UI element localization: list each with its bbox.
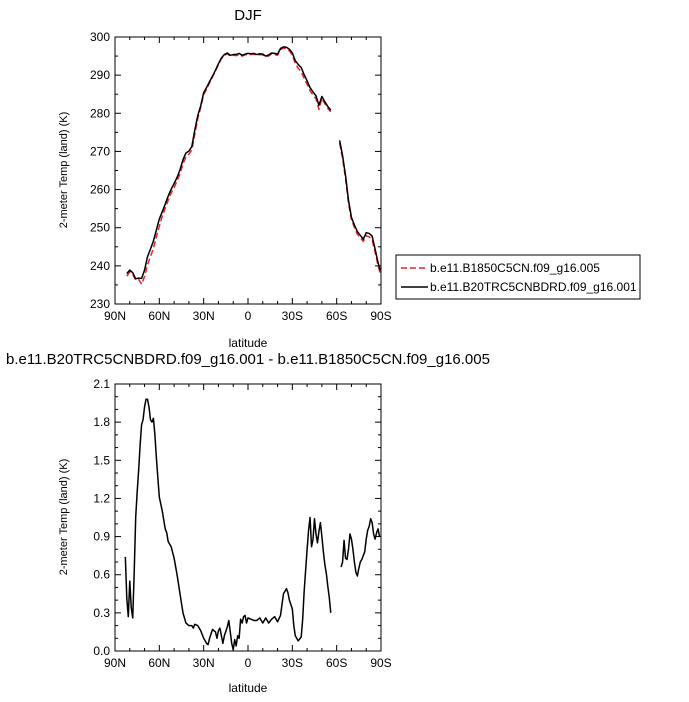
y-tick-label: 250 [90, 221, 110, 235]
x-tick-label: 30S [282, 656, 303, 670]
x-axis-label: latitude [229, 336, 268, 350]
chart-bottom: b.e11.B20TRC5CNBDRD.f09_g16.001 - b.e11.… [6, 351, 490, 695]
x-tick-label: 90N [104, 656, 126, 670]
axis-ticks: 90N 60N 30N 0 30S 60S 90S 230 240 250 260 270 280 290… [90, 30, 392, 323]
series-lines [126, 46, 381, 285]
y-tick-label: 0.9 [93, 530, 110, 544]
x-tick-label: 30N [193, 656, 215, 670]
y-tick-label: 270 [90, 144, 110, 158]
series-line-1 [338, 142, 381, 274]
y-tick-label: 1.5 [93, 453, 110, 467]
legend-entry-series-1: b.e11.B1850C5CN.f09_g16.005 [430, 261, 600, 275]
x-tick-label: 30N [193, 309, 215, 323]
legend-box [395, 254, 641, 300]
legend-entry-series-2: b.e11.B20TRC5CNBDRD.f09_g16.001 [430, 280, 637, 294]
y-tick-label: 290 [90, 68, 110, 82]
series-line-1 [340, 518, 381, 577]
y-tick-label: 1.2 [93, 491, 110, 505]
y-tick-label: 0.3 [93, 606, 110, 620]
series-lines [124, 398, 381, 651]
x-tick-label: 90S [370, 656, 391, 670]
series-line-2 [338, 140, 381, 271]
y-tick-label: 2.1 [93, 377, 110, 391]
y-tick-label: 1.8 [93, 415, 110, 429]
legend: b.e11.B1850C5CN.f09_g16.005 b.e11.B20TRC… [395, 254, 641, 300]
y-tick-label: 260 [90, 183, 110, 197]
x-axis-label: latitude [229, 681, 268, 695]
y-tick-label: 280 [90, 106, 110, 120]
y-tick-label: 0.6 [93, 568, 110, 582]
chart-top: DJF 2-meter Temp (land) (K) latitude 90N… [58, 7, 392, 350]
y-tick-label: 240 [90, 259, 110, 273]
plot-frame [114, 36, 382, 305]
x-tick-label: 30S [282, 309, 303, 323]
y-tick-label: 230 [90, 297, 110, 311]
x-tick-label: 60S [326, 309, 347, 323]
y-tick-label: 0.0 [93, 644, 110, 658]
y-axis-label: 2-meter Temp (land) (K) [58, 112, 70, 229]
series-line-1 [126, 47, 332, 285]
axis-ticks: 90N 60N 30N 0 30S 60S 90S 0.0 0.3 0.6 0.9 1.2 1.5 1.8… [93, 377, 391, 670]
plot-frame [114, 383, 382, 652]
series-line-2 [126, 46, 332, 280]
chart-title: DJF [234, 7, 262, 24]
y-axis-label: 2-meter Temp (land) (K) [58, 459, 70, 576]
x-tick-label: 90S [370, 309, 391, 323]
chart-title: b.e11.B20TRC5CNBDRD.f09_g16.001 - b.e11.… [6, 351, 490, 368]
x-tick-label: 60S [326, 656, 347, 670]
x-tick-label: 0 [245, 309, 252, 323]
x-tick-label: 60N [148, 309, 170, 323]
x-tick-label: 90N [104, 309, 126, 323]
series-line-1 [124, 398, 332, 651]
x-tick-label: 60N [148, 656, 170, 670]
y-tick-label: 300 [90, 30, 110, 44]
x-tick-label: 0 [245, 656, 252, 670]
